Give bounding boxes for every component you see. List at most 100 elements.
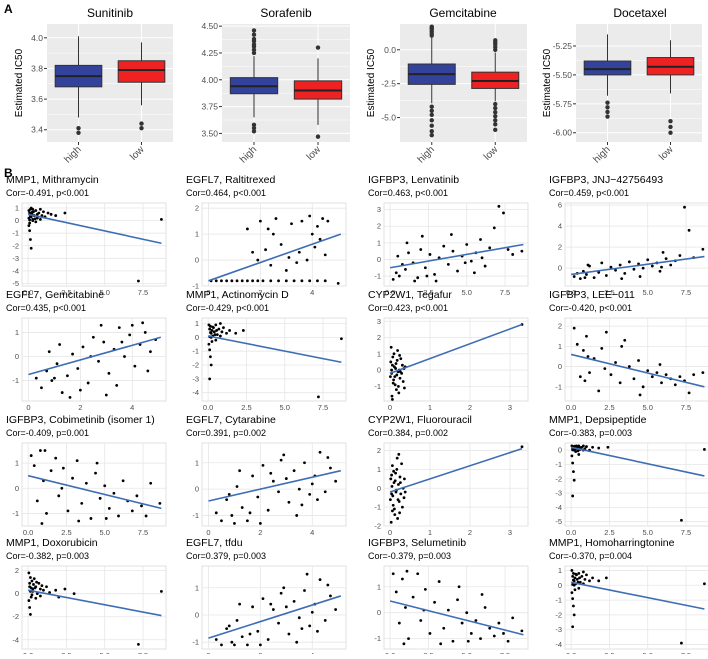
data-point	[45, 512, 48, 515]
data-point	[117, 326, 121, 330]
data-point	[97, 359, 100, 363]
scatter-igfbp3-lenvatinib: IGFBP3, Lenvatinib Cor=0.463, p<0.001 0.0 2…	[368, 174, 529, 297]
data-point	[28, 581, 32, 585]
outlier-point	[605, 105, 610, 110]
tick-label-x: 7.5	[138, 288, 148, 297]
data-point	[405, 569, 409, 573]
data-point	[54, 214, 58, 217]
data-point	[246, 227, 249, 231]
boxplot-panel-bg	[576, 24, 702, 142]
data-point	[34, 376, 38, 380]
data-point	[218, 334, 222, 338]
boxplot-title: Sorafenib	[260, 6, 312, 20]
data-point	[287, 632, 291, 636]
panel-label-b: B	[4, 166, 13, 180]
tick-label-y: -5	[555, 517, 562, 526]
data-point	[117, 514, 120, 518]
data-point	[266, 508, 270, 512]
data-point	[578, 277, 582, 281]
data-point	[620, 344, 624, 348]
data-point	[403, 477, 406, 481]
data-point	[120, 340, 124, 344]
data-point	[573, 444, 577, 448]
data-point	[54, 588, 58, 592]
data-point	[149, 481, 153, 485]
data-point	[29, 246, 33, 250]
tick-label-y: 4.50	[201, 21, 218, 31]
data-point	[570, 454, 574, 458]
data-point	[144, 514, 148, 518]
data-point	[391, 363, 394, 367]
data-point	[77, 519, 81, 523]
scatter-subtitle: Cor=0.459, p<0.001	[549, 188, 629, 198]
data-point	[318, 578, 322, 582]
data-point	[303, 589, 306, 592]
data-point	[669, 263, 673, 267]
tick-label-x: 3	[508, 403, 512, 412]
data-point	[258, 521, 262, 525]
data-point	[658, 269, 662, 273]
data-point	[28, 606, 32, 609]
tick-label-y: -1	[374, 503, 381, 512]
data-point	[261, 597, 265, 601]
data-point	[94, 471, 97, 475]
tick-label-y: 1	[195, 230, 199, 239]
tick-label-x: 2.5	[423, 288, 433, 297]
data-point	[38, 449, 42, 452]
scatter-title: MMP1, Depsipeptide	[549, 414, 647, 426]
scatter-subtitle: Cor=-0.370, p=0.004	[549, 551, 632, 561]
data-point	[269, 471, 273, 475]
data-point	[583, 276, 587, 279]
data-point	[606, 445, 610, 449]
data-point	[609, 265, 613, 269]
data-point	[451, 639, 455, 643]
data-point	[404, 268, 407, 271]
data-point	[571, 583, 575, 586]
tick-label-y: 2	[377, 222, 381, 231]
data-point	[160, 589, 163, 593]
tick-label-x: 0.0	[566, 528, 576, 537]
tick-label-x: 0.0	[203, 403, 213, 412]
data-point	[393, 507, 396, 511]
outlier-point	[429, 133, 434, 138]
scatter-panel-bg	[201, 317, 347, 402]
data-point	[29, 613, 32, 616]
data-point	[107, 371, 111, 375]
data-point	[121, 479, 125, 483]
data-point	[571, 461, 575, 465]
data-point	[398, 376, 402, 380]
data-point	[81, 345, 85, 349]
data-point	[578, 580, 582, 584]
data-point	[71, 352, 74, 356]
data-point	[520, 445, 524, 449]
data-point	[603, 367, 607, 371]
data-point	[34, 596, 38, 600]
scatter-title: MMP1, Homoharringtonine	[549, 537, 675, 549]
tick-label-y: 1	[15, 328, 19, 337]
data-point	[390, 484, 394, 488]
scatter-panel-bg	[564, 317, 708, 402]
tick-label-y: 1	[377, 465, 381, 474]
outlier-point	[315, 45, 321, 50]
outlier-point	[139, 126, 144, 131]
data-point	[251, 605, 254, 609]
tick-label-x: 7.5	[138, 528, 148, 537]
data-point	[313, 245, 317, 249]
tick-label-y: 0	[15, 589, 19, 598]
data-point	[133, 364, 137, 368]
data-point	[641, 385, 645, 389]
scatter-title: MMP1, Mithramycin	[6, 174, 99, 186]
tick-label-y: -5.75	[553, 99, 573, 109]
data-point	[215, 329, 218, 332]
data-point	[604, 330, 608, 334]
data-point	[405, 241, 409, 245]
data-point	[158, 501, 162, 505]
outlier-point	[429, 24, 434, 29]
data-point	[397, 483, 400, 486]
outlier-point	[493, 109, 498, 115]
scatter-title: IGFBP3, JNJ−42756493	[549, 174, 663, 186]
data-point	[66, 509, 70, 513]
data-point	[316, 279, 319, 283]
data-point	[230, 640, 234, 644]
data-point	[456, 598, 459, 602]
